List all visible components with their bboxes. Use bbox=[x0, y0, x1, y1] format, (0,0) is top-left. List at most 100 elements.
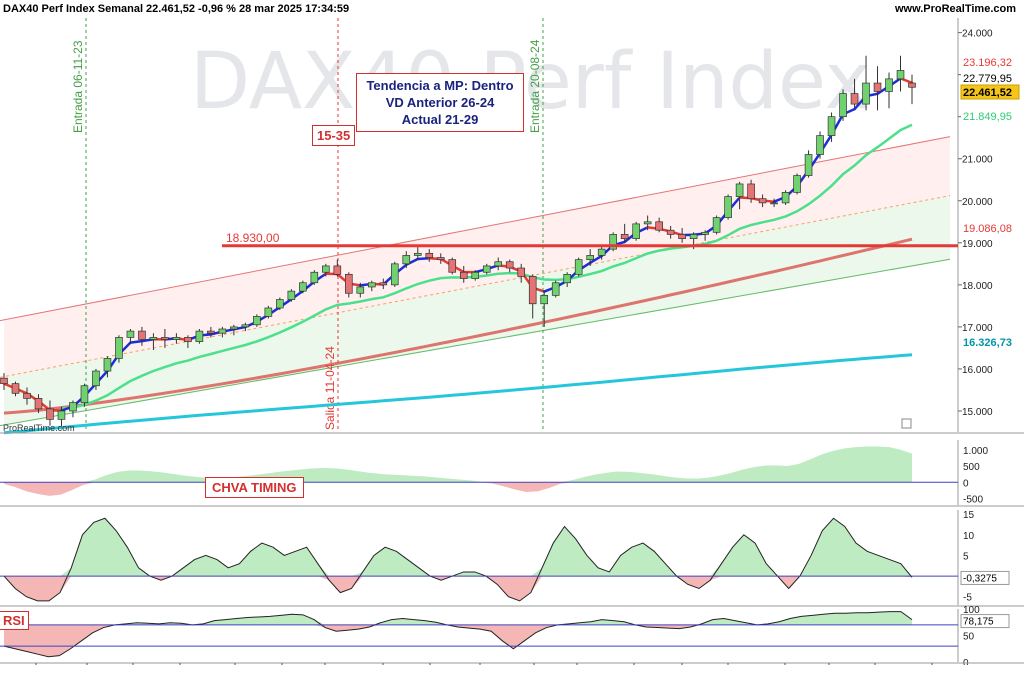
candle-body bbox=[149, 337, 158, 340]
g-ind3-tick-label: 0 bbox=[963, 658, 969, 665]
price-tick-label: 15.000 bbox=[962, 407, 993, 418]
label-23196-bg bbox=[961, 55, 1019, 69]
candle bbox=[701, 230, 709, 241]
candle bbox=[793, 173, 801, 195]
candle-body bbox=[643, 221, 652, 225]
candle-body bbox=[103, 358, 112, 372]
price-tick-label: 21.000 bbox=[962, 155, 993, 166]
g-ind2-tick-label: 10 bbox=[963, 531, 975, 542]
candle bbox=[850, 78, 859, 109]
candle-body bbox=[333, 265, 342, 275]
candle-body bbox=[678, 234, 686, 239]
candle-body bbox=[471, 271, 480, 279]
candle-body bbox=[528, 276, 537, 305]
candle-body bbox=[482, 265, 491, 273]
candle bbox=[620, 223, 629, 243]
candle-body bbox=[138, 330, 146, 340]
candle bbox=[46, 400, 54, 426]
candle bbox=[34, 394, 43, 414]
candle bbox=[896, 55, 905, 92]
time-axis: octnovdic2024febmarabrmayjunjulagoseptoc… bbox=[35, 663, 933, 665]
price-tick-label: 16.000 bbox=[962, 365, 993, 376]
candle bbox=[551, 280, 560, 298]
rsi-panel: 100 50 0 78,175 bbox=[0, 605, 1024, 665]
candle-body bbox=[390, 263, 399, 286]
chva-timing-label: CHVA TIMING bbox=[205, 477, 304, 498]
g-ind2-tick-label: -5 bbox=[963, 593, 972, 604]
candle bbox=[413, 247, 422, 260]
label-22779: 22.779,95 bbox=[961, 71, 1019, 85]
candle-body bbox=[666, 229, 675, 235]
candle-body bbox=[230, 326, 238, 330]
candle-body bbox=[459, 271, 468, 279]
candle-body bbox=[436, 257, 445, 260]
label-19086: 19.086,08 bbox=[961, 221, 1019, 235]
g-ind3-tick-label: 100 bbox=[963, 605, 980, 616]
g-ind2-negative-area bbox=[4, 576, 912, 601]
price-tick-label: 24.000 bbox=[962, 29, 993, 40]
candle-body bbox=[126, 330, 135, 338]
trend-line-segment bbox=[588, 254, 603, 265]
candle bbox=[230, 324, 238, 336]
price-tick-label: 17.000 bbox=[962, 323, 993, 334]
label-16326-text: 16.326,73 bbox=[963, 337, 1012, 349]
candle bbox=[827, 112, 836, 142]
price-tick-label: 20.000 bbox=[962, 197, 993, 208]
candle bbox=[781, 190, 790, 205]
g-ind1-negative-area bbox=[4, 482, 912, 496]
g-ind3-current-bg bbox=[960, 614, 1010, 629]
label-22779-bg bbox=[961, 71, 1019, 85]
label-23196: 23.196,32 bbox=[961, 55, 1019, 69]
candle-body bbox=[34, 398, 43, 410]
candle bbox=[804, 150, 813, 178]
candle bbox=[839, 89, 847, 121]
candle bbox=[482, 263, 491, 275]
candle bbox=[92, 368, 100, 390]
candle-body bbox=[425, 252, 434, 258]
g-ind1-tick-label: 0 bbox=[963, 478, 969, 489]
candle-body bbox=[574, 259, 583, 275]
candle-body bbox=[551, 282, 560, 296]
candle-body bbox=[241, 324, 250, 328]
channel-lower-fill bbox=[4, 195, 950, 426]
candle bbox=[0, 373, 8, 390]
candle-body bbox=[597, 248, 606, 256]
candle bbox=[425, 249, 434, 262]
candle bbox=[287, 289, 296, 302]
ma-medium-red bbox=[3, 237, 913, 415]
candle bbox=[57, 406, 66, 427]
label-19086-text: 19.086,08 bbox=[963, 223, 1012, 235]
candle-body bbox=[563, 273, 571, 284]
candle-body bbox=[505, 261, 514, 269]
candle-body bbox=[161, 337, 169, 340]
candle bbox=[459, 265, 468, 283]
candle bbox=[149, 333, 158, 351]
candle bbox=[276, 297, 284, 311]
candle bbox=[241, 322, 250, 332]
g-ind1-tick-label: 500 bbox=[963, 462, 980, 473]
candle bbox=[770, 198, 778, 208]
label-23196-text: 23.196,32 bbox=[963, 57, 1012, 69]
candle-body bbox=[609, 234, 617, 250]
label-16326-bg bbox=[961, 335, 1019, 349]
candle-body bbox=[494, 261, 503, 267]
candle bbox=[264, 305, 273, 319]
candle bbox=[436, 253, 445, 264]
channel-upper-line bbox=[0, 136, 951, 322]
ma-fast-green bbox=[61, 123, 913, 410]
g-ind2-current-bg bbox=[960, 570, 1010, 585]
candle bbox=[322, 263, 330, 277]
ma-long-cyan bbox=[3, 353, 913, 435]
candle-body bbox=[11, 383, 20, 394]
candle-body bbox=[310, 271, 319, 284]
channel-upper-fill bbox=[4, 136, 950, 378]
candle bbox=[126, 329, 135, 344]
channel-lower-line bbox=[0, 258, 951, 427]
candle-body bbox=[747, 183, 755, 200]
candle-body bbox=[402, 255, 411, 265]
candle bbox=[735, 181, 744, 210]
label-16326: 16.326,73 bbox=[961, 335, 1019, 349]
candle-body bbox=[793, 175, 801, 193]
candle-body bbox=[184, 337, 192, 342]
candle-body bbox=[620, 234, 629, 239]
